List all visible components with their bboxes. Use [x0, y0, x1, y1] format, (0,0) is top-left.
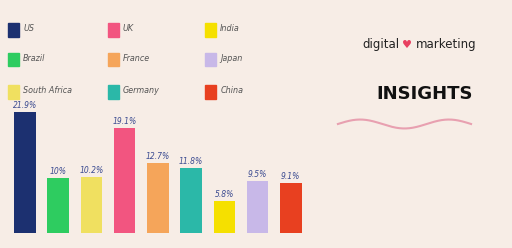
Text: 19.1%: 19.1% [113, 117, 137, 126]
Bar [214, 201, 235, 233]
Text: 12.7%: 12.7% [146, 152, 170, 161]
Text: 11.8%: 11.8% [179, 157, 203, 166]
Bar [114, 128, 136, 233]
Bar [180, 168, 202, 233]
Text: Germany: Germany [123, 86, 160, 95]
Text: ♥: ♥ [402, 40, 412, 50]
Text: US: US [23, 24, 34, 33]
Text: marketing: marketing [416, 38, 477, 51]
Text: 21.9%: 21.9% [13, 101, 37, 110]
Text: South Africa: South Africa [23, 86, 72, 95]
Bar [81, 177, 102, 233]
Text: 5.8%: 5.8% [215, 190, 234, 199]
Bar [280, 183, 302, 233]
Text: 10.2%: 10.2% [79, 166, 103, 175]
Text: UK: UK [123, 24, 134, 33]
Bar [14, 112, 36, 233]
Text: 10%: 10% [50, 167, 67, 176]
Text: China: China [220, 86, 243, 95]
Text: INSIGHTS: INSIGHTS [377, 85, 473, 103]
Text: 9.5%: 9.5% [248, 170, 267, 179]
Bar [147, 163, 168, 233]
Bar [48, 178, 69, 233]
Text: digital: digital [362, 38, 399, 51]
Text: France: France [123, 54, 150, 63]
Text: 9.1%: 9.1% [281, 172, 301, 181]
Text: India: India [220, 24, 240, 33]
Text: Brazil: Brazil [23, 54, 46, 63]
Bar [247, 181, 268, 233]
Text: Japan: Japan [220, 54, 243, 63]
